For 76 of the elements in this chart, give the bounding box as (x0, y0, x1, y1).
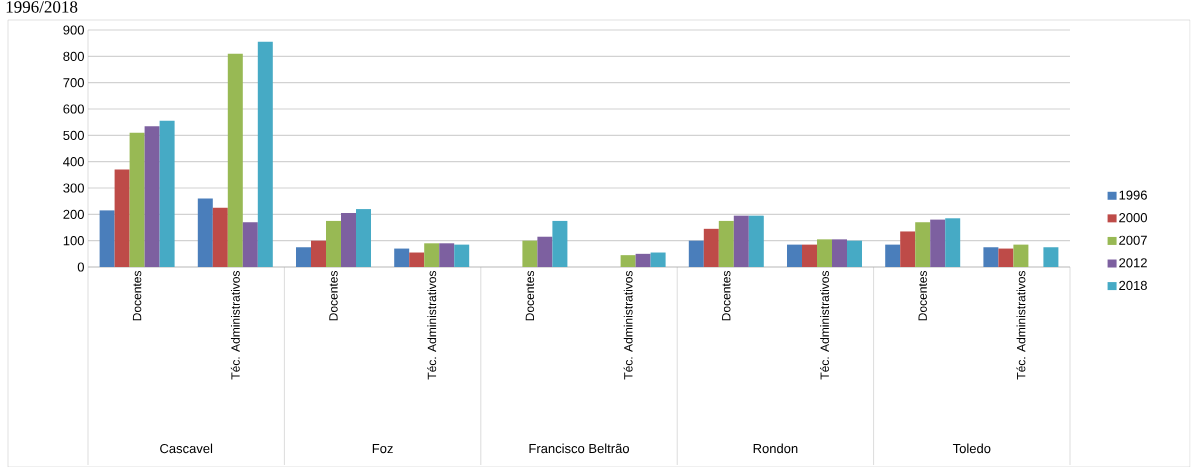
y-tick-label: 0 (77, 262, 84, 272)
bar (424, 243, 440, 267)
bar (915, 222, 931, 267)
text: Cascavel (160, 443, 213, 454)
text: Toledo (952, 443, 991, 454)
y-tick-label: 400 (63, 157, 84, 167)
x-tick-label: Téc. Administrativos (230, 270, 240, 380)
bar (394, 248, 410, 267)
bar (552, 220, 568, 267)
bar (635, 253, 651, 267)
y-tick-label: 500 (63, 130, 84, 140)
x-tick-label: Docentes (918, 270, 927, 321)
legend-label: 2007 (1119, 235, 1147, 245)
bar (688, 240, 704, 267)
text: Francisco Beltrão (529, 443, 630, 454)
bar (802, 244, 817, 267)
x-tick-label: Téc. Administrativos (820, 270, 829, 380)
bar (114, 169, 130, 267)
bar (144, 126, 160, 267)
bar (129, 132, 145, 267)
y-tick-label: 700 (63, 78, 84, 88)
bar (718, 220, 734, 267)
bar (296, 247, 311, 267)
bar (257, 41, 273, 267)
bar (99, 210, 115, 267)
y-tick-label: 200 (63, 209, 84, 219)
bar (998, 248, 1014, 267)
bar (703, 228, 719, 267)
y-tick-label: 100 (63, 236, 84, 246)
bar (159, 120, 175, 267)
bar (326, 220, 342, 267)
bar (439, 243, 455, 267)
bar (847, 240, 862, 267)
legend-label: 1996 (1119, 190, 1147, 200)
x-tick-label: Docentes (722, 270, 731, 321)
bar (341, 213, 356, 267)
bar (930, 219, 946, 267)
bar (620, 255, 636, 267)
bar (983, 247, 999, 267)
bar (537, 236, 553, 267)
x-tick-label: Téc. Administrativos (623, 270, 633, 380)
bar (1013, 244, 1029, 267)
bar (650, 252, 666, 267)
text: Rondon (753, 443, 798, 454)
bar (945, 218, 961, 267)
x-tick-label: Téc. Administrativos (427, 270, 437, 380)
legend-label: 2018 (1119, 280, 1147, 290)
chart-title: 1996/2018 (6, 1, 78, 13)
x-tick-label: Docentes (525, 270, 535, 321)
bar (227, 53, 243, 267)
text: Foz (372, 444, 393, 454)
bar (522, 240, 538, 267)
x-tick-label: Docentes (329, 270, 338, 321)
x-tick-label: Téc. Administrativos (1016, 270, 1026, 380)
bar (242, 222, 258, 267)
bar (733, 215, 749, 267)
bar (1043, 247, 1059, 267)
bar (356, 209, 371, 267)
bar (197, 198, 213, 267)
bar (409, 252, 425, 267)
bar (885, 244, 901, 267)
bar (454, 244, 470, 267)
bar (311, 240, 326, 267)
bar (787, 244, 802, 267)
y-tick-label: 300 (63, 183, 84, 193)
y-tick-label: 600 (63, 104, 84, 114)
legend-label: 2000 (1119, 213, 1147, 223)
bar (817, 239, 832, 267)
legend-label: 2012 (1119, 258, 1147, 268)
x-tick-label: Docentes (132, 270, 142, 321)
y-tick-label: 900 (63, 25, 84, 35)
bar (212, 207, 228, 267)
bar (748, 215, 764, 267)
y-tick-label: 800 (63, 51, 84, 61)
bar (832, 239, 847, 267)
bar (900, 231, 916, 267)
